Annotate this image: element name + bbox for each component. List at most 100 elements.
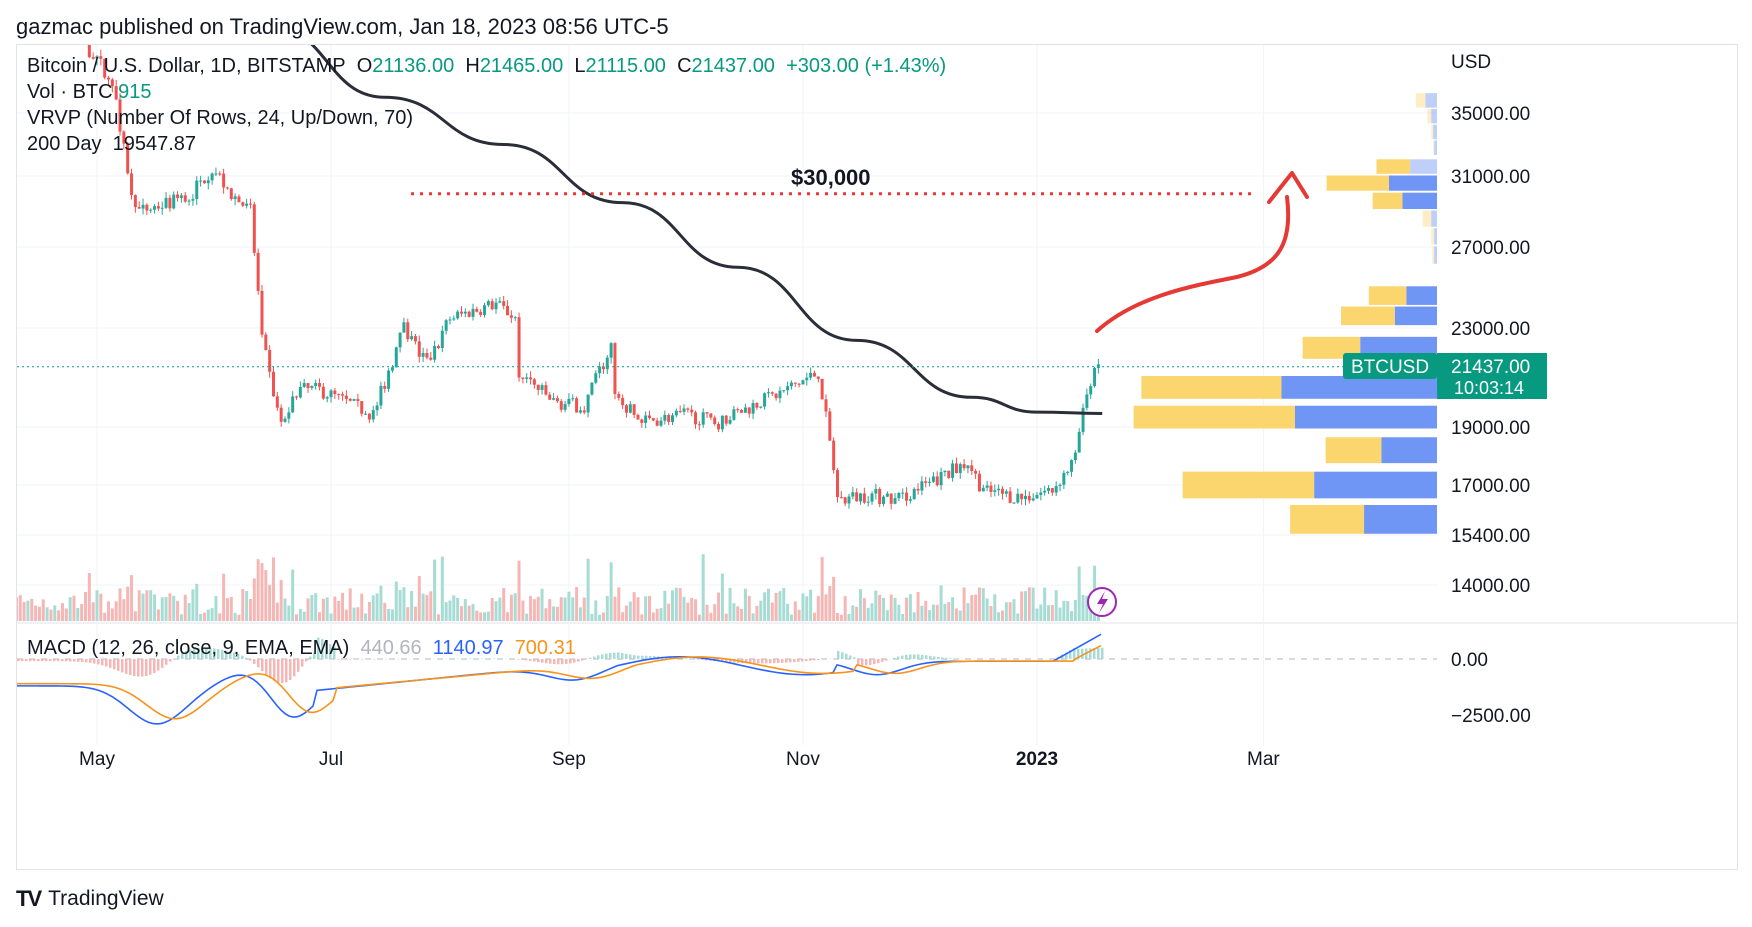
macd-hist-bar [281,659,284,684]
macd-hist-bar [797,659,800,662]
macd-hist-bar [245,657,248,659]
candle-body [433,346,437,360]
macd-hist-bar [861,659,864,666]
macd-hist-bar [61,659,64,662]
macd-hist-bar [201,647,204,659]
legend-volume-row[interactable]: Vol · BTC 915 [27,81,152,104]
legend-macd-row[interactable]: MACD (12, 26, close, 9, EMA, EMA) 440.66… [27,637,576,660]
candle-body [970,465,974,472]
macd-hist-bar [273,659,276,681]
macd-hist-bar [745,659,748,664]
macd-hist-bar [329,644,332,659]
candle-body [797,383,801,385]
candle-body [644,415,648,423]
candle-body [394,347,398,368]
volume-bar [774,592,778,621]
macd-hist-bar [237,653,240,659]
macd-hist-bar [857,659,860,666]
volume-bar [832,576,836,621]
candle-body [110,79,114,87]
candle-body [981,487,985,492]
candle-body [141,204,145,209]
candle-body [870,493,874,502]
candle-body [778,390,782,399]
legend-ma-row[interactable]: 200 Day 19547.87 [27,133,196,156]
vp-up-bar [1376,159,1411,174]
y-tick-label: 31000.00 [1451,167,1530,188]
candle-body [862,493,866,503]
candle-body [448,319,452,321]
symbol-name[interactable]: Bitcoin / U.S. Dollar, 1D, BITSTAMP [27,55,346,77]
candle-body [617,393,621,398]
candle-body [383,385,387,389]
macd-hist-bar [357,659,360,660]
volume-bar [605,596,609,621]
ma-value: 19547.87 [112,133,197,155]
volume-bar [126,586,130,621]
volume-bar [632,592,636,621]
candle-body [878,488,882,505]
volume-bar [851,605,855,621]
volume-bar [609,562,613,621]
candle-body [417,341,421,357]
volume-profile [1133,93,1437,534]
volume-bar [736,606,740,621]
macd-hist-bar [25,659,28,662]
candle-body [793,382,797,384]
high-value: 21465.00 [479,55,564,77]
volume-bar [751,613,755,621]
macd-hist-bar [101,659,104,666]
volume-bar [367,601,371,621]
candle-body [701,412,705,425]
candle-body [659,420,663,426]
macd-hist-bar [265,659,268,675]
candle-body [153,206,157,210]
macd-hist-bar [1077,648,1080,659]
macd-hist-bar [257,659,260,668]
price-chart[interactable]: $30,000 35000.00 31000.00 27000.00 23000.00… [17,45,1737,869]
chart-frame[interactable]: $30,000 35000.00 31000.00 27000.00 23000.00… [16,44,1738,870]
candle-body [1073,452,1077,461]
macd-hist-bar [729,659,732,663]
volume-bar [291,569,295,621]
alert-icon[interactable] [1087,587,1117,617]
candle-body [387,370,391,389]
volume-bar [229,596,233,621]
candle-body [295,396,299,398]
macd-hist-bar [49,659,52,662]
candle-body [156,206,160,209]
volume-bar [283,598,287,621]
volume-bar [590,613,594,621]
macd-hist-bar [337,659,340,660]
volume-bar [1031,587,1035,621]
legend-vrvp-row[interactable]: VRVP (Number Of Rows, 24, Up/Down, 70) [27,107,413,130]
macd-hist-bar [129,659,132,676]
macd-hist-bar [313,652,316,659]
volume-bar [912,612,916,621]
macd-hist-bar [261,659,264,672]
candle-body [191,199,195,201]
volume-bar [390,609,394,621]
candle-body [314,382,318,387]
candle-body [456,311,460,319]
candle-body [977,473,981,492]
candle-body [552,398,556,400]
candle-body [801,380,805,385]
macd-hist-bar [601,654,604,659]
candle-body [816,376,820,379]
vp-down-bar [1431,210,1437,227]
macd-hist-bar [141,659,144,677]
x-tick-label: May [79,749,115,770]
candle-body [590,382,594,395]
symbol-badge-bg [1343,353,1437,379]
macd-hist-bar [805,659,808,662]
candle-body [805,377,809,381]
volume-bar [885,610,889,621]
macd-hist-bar [117,659,120,671]
vp-up-bar [1422,210,1432,227]
candle-body [989,485,993,492]
volume-bar [329,613,333,621]
volume-bar [713,604,717,621]
volume-bar [110,608,114,621]
candle-body [548,394,552,400]
